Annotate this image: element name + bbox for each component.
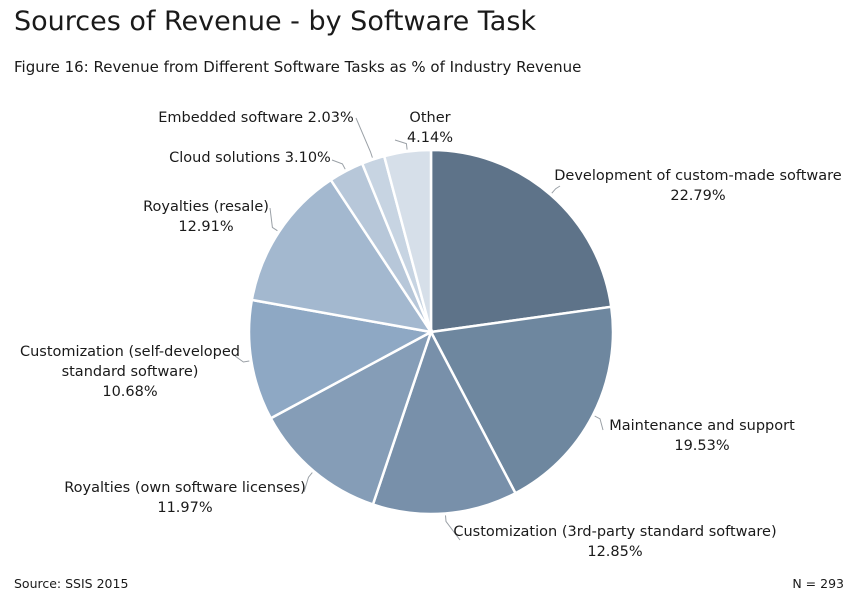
pie-slices [247,148,615,516]
pie-slice-5 [247,298,435,420]
slice-label-8: Embedded software 2.03% [158,110,354,126]
leader-line-7 [331,159,346,170]
leader-line-9 [394,139,408,150]
slice-label-3: Customization (3rd-party standard softwa… [453,524,776,560]
pie-slice-2 [429,305,615,495]
chart-title: Sources of Revenue - by Software Task [14,6,537,37]
leader-lines [234,117,604,541]
slice-labels: Development of custom-made software 22.79… [20,110,842,560]
pie-slice-9 [382,148,433,333]
chart-subtitle: Figure 16: Revenue from Different Softwa… [14,58,582,76]
sample-size: N = 293 [792,576,844,591]
slice-label-4: Royalties (own software licenses) 11.97% [64,480,305,516]
slice-label-7: Cloud solutions 3.10% [169,150,331,166]
pie-slice-4 [269,329,434,507]
slice-label-9: Other 4.14% [407,110,453,146]
pie-slice-1 [429,148,613,334]
leader-line-2 [594,415,604,431]
pie-slice-3 [371,328,518,516]
leader-line-4 [303,472,313,493]
leader-line-8 [355,117,373,158]
slice-label-1: Development of custom-made software 22.79… [554,168,842,204]
leader-line-6 [269,207,278,232]
pie-slice-6 [250,178,434,334]
leader-line-3 [445,515,461,541]
leader-line-1 [551,185,561,194]
slice-label-5: Customization (self-developed standard so… [20,344,240,400]
slice-label-6: Royalties (resale) 12.91% [143,199,269,235]
leader-line-5 [234,355,250,363]
source-note: Source: SSIS 2015 [14,576,129,591]
slice-label-2: Maintenance and support 19.53% [609,418,795,454]
